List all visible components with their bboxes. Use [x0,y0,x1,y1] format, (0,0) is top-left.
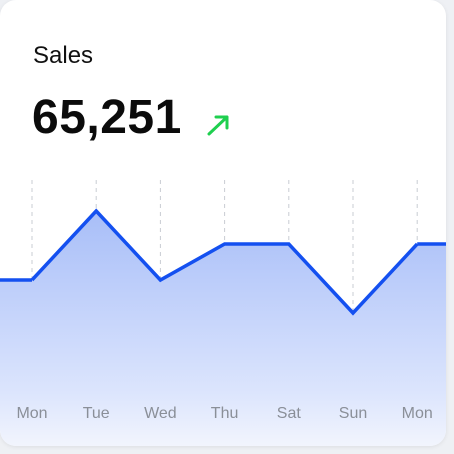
x-tick-label: Tue [83,405,110,422]
x-tick-label: Thu [211,405,239,422]
x-tick-label: Wed [144,405,177,422]
chart: Mon Tue Wed Thu Sat Sun Mon [0,115,446,446]
x-tick-label: Mon [402,405,433,422]
headline-value: 65,251 [32,91,182,144]
x-tick-label: Mon [16,405,47,422]
trend-arrow [207,115,229,136]
sales-card: Mon Tue Wed Thu Sat Sun Mon Sales 65,251 [0,0,446,446]
x-tick-label: Sat [277,405,302,422]
x-tick-label: Sun [339,405,367,422]
area-fill [0,211,446,446]
sales-line [30,208,419,316]
card-title: Sales [33,42,94,69]
